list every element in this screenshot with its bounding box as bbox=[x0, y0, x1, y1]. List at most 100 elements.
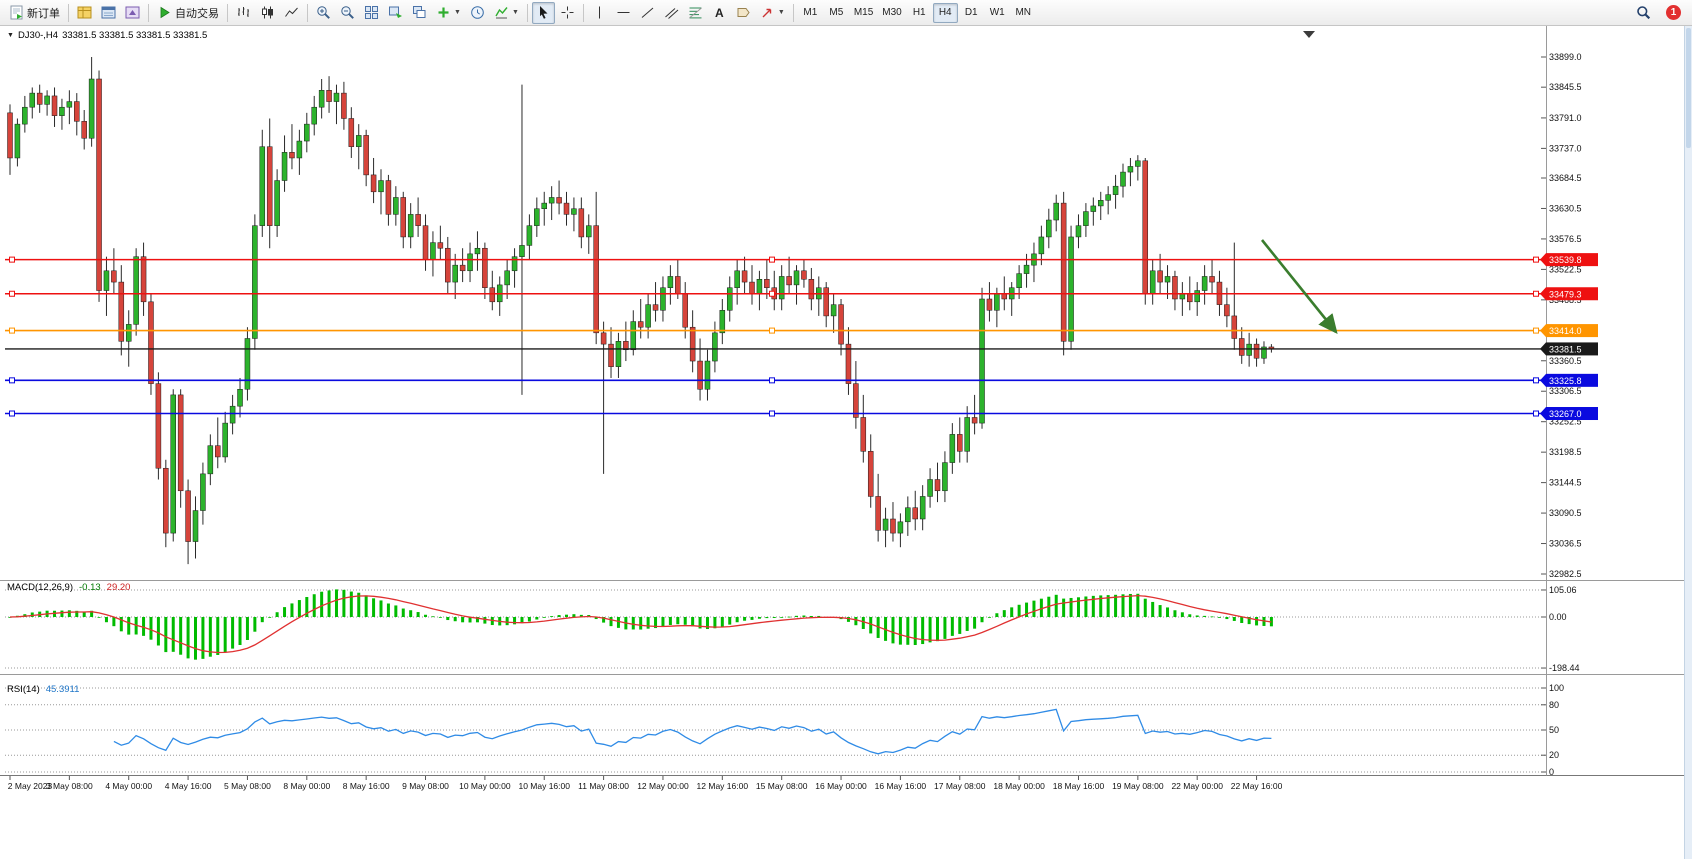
data-window-button[interactable] bbox=[97, 2, 120, 24]
svg-text:33576.5: 33576.5 bbox=[1549, 234, 1582, 244]
notification-badge[interactable]: 1 bbox=[1666, 5, 1681, 20]
trendline-tool-button[interactable] bbox=[636, 2, 659, 24]
rsi-value: 45.3911 bbox=[45, 684, 80, 695]
timeframe-label: H1 bbox=[912, 7, 926, 18]
timeframe-mn-button[interactable]: MN bbox=[1011, 3, 1036, 23]
market-watch-icon bbox=[77, 6, 92, 19]
data-window-icon bbox=[101, 6, 116, 19]
text-tool-icon: A bbox=[715, 5, 724, 20]
vertical-line-icon bbox=[598, 6, 600, 19]
timeframe-m5-button[interactable]: M5 bbox=[824, 3, 849, 23]
trendline-icon bbox=[641, 7, 654, 18]
timeframe-d1-button[interactable]: D1 bbox=[959, 3, 984, 23]
svg-text:16 May 00:00: 16 May 00:00 bbox=[815, 781, 867, 791]
svg-text:9 May 08:00: 9 May 08:00 bbox=[402, 781, 449, 791]
svg-text:33036.5: 33036.5 bbox=[1549, 539, 1582, 549]
cascade-windows-button[interactable] bbox=[408, 2, 431, 24]
svg-text:12 May 16:00: 12 May 16:00 bbox=[697, 781, 749, 791]
horizontal-line-objects[interactable] bbox=[5, 256, 1545, 417]
arrange-windows-button[interactable] bbox=[384, 2, 407, 24]
clock-icon bbox=[471, 6, 484, 19]
macd-main-value: -0.13 bbox=[79, 582, 101, 593]
svg-text:18 May 00:00: 18 May 00:00 bbox=[993, 781, 1045, 791]
svg-text:16 May 16:00: 16 May 16:00 bbox=[875, 781, 927, 791]
text-label-tool-button[interactable] bbox=[732, 2, 755, 24]
search-button[interactable] bbox=[1632, 2, 1655, 24]
timeframe-h1-button[interactable]: H1 bbox=[907, 3, 932, 23]
indicators-button[interactable]: ▼ bbox=[490, 2, 523, 24]
svg-text:10 May 16:00: 10 May 16:00 bbox=[518, 781, 570, 791]
navigator-button[interactable] bbox=[121, 2, 144, 24]
text-tool-button[interactable]: A bbox=[708, 2, 731, 24]
fibonacci-tool-button[interactable] bbox=[684, 2, 707, 24]
svg-text:33684.5: 33684.5 bbox=[1549, 173, 1582, 183]
vertical-scrollbar[interactable] bbox=[1684, 26, 1692, 859]
new-chart-button[interactable]: ▼ bbox=[432, 2, 465, 24]
crosshair-icon bbox=[561, 6, 574, 19]
crosshair-tool-button[interactable] bbox=[556, 2, 579, 24]
timeframe-m1-button[interactable]: M1 bbox=[798, 3, 823, 23]
market-watch-button[interactable] bbox=[73, 2, 96, 24]
svg-text:50: 50 bbox=[1549, 725, 1559, 735]
separator bbox=[792, 3, 794, 22]
horizontal-line-icon bbox=[617, 12, 630, 13]
new-order-button[interactable]: 新订单 bbox=[5, 2, 64, 24]
arrow-tool-icon bbox=[762, 8, 772, 18]
zoom-out-button[interactable] bbox=[336, 2, 359, 24]
timeframe-w1-button[interactable]: W1 bbox=[985, 3, 1010, 23]
separator bbox=[307, 3, 308, 22]
svg-text:0: 0 bbox=[1549, 767, 1554, 777]
svg-text:11 May 08:00: 11 May 08:00 bbox=[578, 781, 629, 791]
price-line-labels: 33539.8 33479.3 33414.0 33381.5 33325.8 33267… bbox=[1540, 253, 1598, 421]
chart-shift-marker[interactable] bbox=[1303, 31, 1315, 38]
arrows-tool-button[interactable]: ▼ bbox=[756, 2, 789, 24]
macd-info-line: MACD(12,26,9) -0.13 29.20 bbox=[7, 582, 130, 593]
horizontal-line-tool-button[interactable] bbox=[612, 2, 635, 24]
tile-windows-button[interactable] bbox=[360, 2, 383, 24]
separator bbox=[148, 3, 149, 22]
timeframe-h4-button[interactable]: H4 bbox=[932, 2, 958, 23]
trend-arrow-object[interactable] bbox=[1260, 239, 1338, 335]
svg-text:33539.8: 33539.8 bbox=[1549, 255, 1582, 265]
autotrading-label: 自动交易 bbox=[175, 7, 219, 20]
svg-text:12 May 00:00: 12 May 00:00 bbox=[637, 781, 689, 791]
rsi-info-line: RSI(14) 45.3911 bbox=[7, 684, 79, 695]
timeframe-m15-button[interactable]: M15 bbox=[850, 3, 877, 23]
timeframe-m30-button[interactable]: M30 bbox=[878, 3, 905, 23]
svg-text:33252.5: 33252.5 bbox=[1549, 417, 1582, 427]
chart-line-button[interactable] bbox=[280, 2, 303, 24]
tile-windows-icon bbox=[365, 6, 378, 19]
svg-text:33090.5: 33090.5 bbox=[1549, 508, 1582, 518]
svg-text:0.00: 0.00 bbox=[1549, 612, 1567, 622]
cursor-tool-button[interactable] bbox=[531, 1, 555, 24]
scrollbar-thumb[interactable] bbox=[1686, 28, 1691, 148]
timeframe-label: M30 bbox=[882, 7, 902, 18]
candlestick-chart-icon bbox=[262, 6, 273, 19]
timeframe-label: M15 bbox=[853, 7, 874, 18]
plus-icon bbox=[438, 7, 449, 18]
line-chart-icon bbox=[285, 7, 298, 17]
svg-text:33144.5: 33144.5 bbox=[1549, 478, 1582, 488]
timeframe-label: W1 bbox=[989, 7, 1005, 18]
timeframe-label: MN bbox=[1015, 7, 1031, 18]
chart-bars-button[interactable] bbox=[232, 2, 255, 24]
notification-count: 1 bbox=[1670, 7, 1677, 18]
timeframe-label: M5 bbox=[829, 7, 844, 18]
svg-text:33522.5: 33522.5 bbox=[1549, 264, 1582, 274]
chart-candles-button[interactable] bbox=[256, 2, 279, 24]
zoom-in-button[interactable] bbox=[312, 2, 335, 24]
svg-text:4 May 00:00: 4 May 00:00 bbox=[105, 781, 152, 791]
autotrading-button[interactable]: 自动交易 bbox=[153, 2, 223, 24]
zoom-out-icon bbox=[341, 6, 354, 19]
period-clock-button[interactable] bbox=[466, 2, 489, 24]
channel-tool-button[interactable] bbox=[660, 2, 683, 24]
navigator-icon bbox=[125, 6, 140, 19]
svg-text:-198.44: -198.44 bbox=[1549, 663, 1580, 673]
svg-text:33198.5: 33198.5 bbox=[1549, 447, 1582, 457]
svg-text:8 May 00:00: 8 May 00:00 bbox=[283, 781, 330, 791]
chevron-down-icon: ▼ bbox=[454, 9, 461, 16]
svg-text:4 May 16:00: 4 May 16:00 bbox=[165, 781, 212, 791]
vertical-line-tool-button[interactable] bbox=[588, 2, 611, 24]
chart-canvas[interactable]: 33899.0 33845.5 33791.0 33737.0 33684.5 33630… bbox=[0, 26, 1692, 859]
